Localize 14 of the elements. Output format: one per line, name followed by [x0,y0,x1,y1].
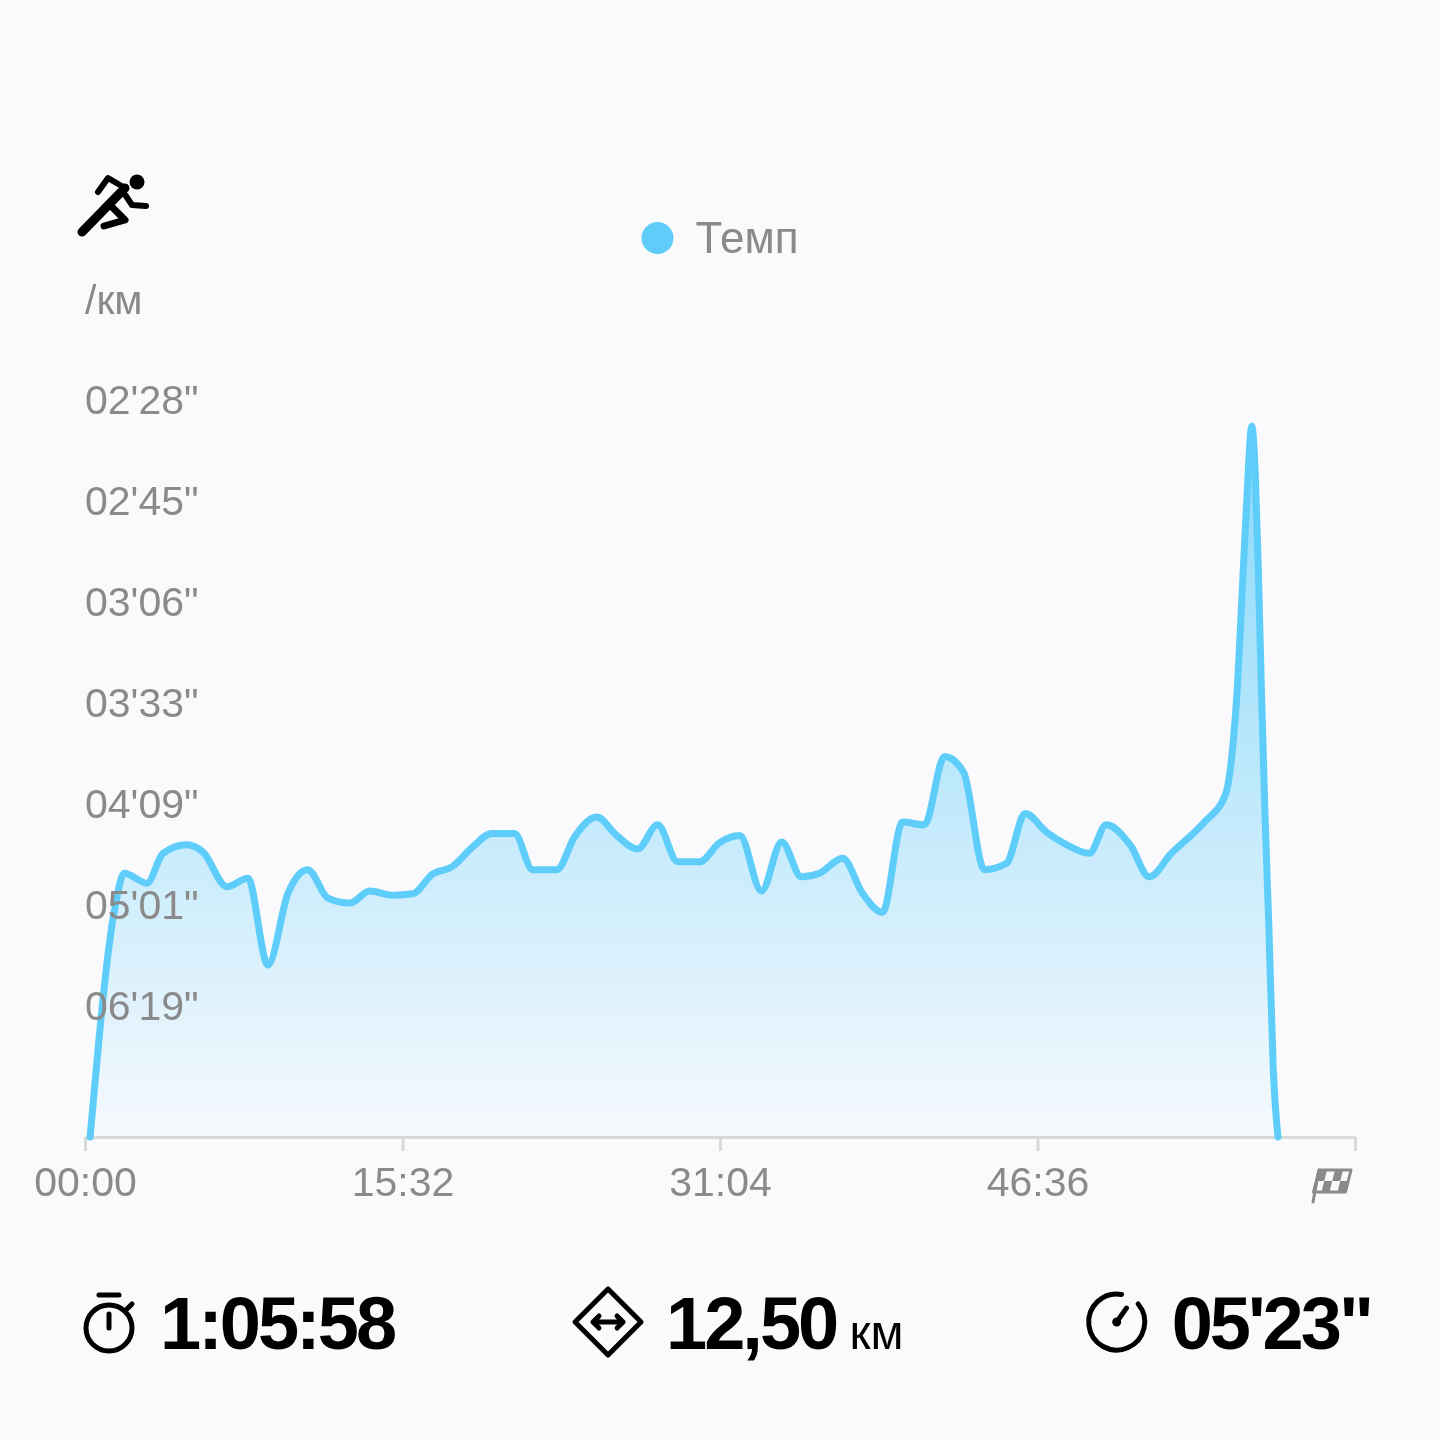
legend-label: Темп [695,213,799,263]
annotation: 04'09" [85,781,199,828]
text: 05'23" [1171,1282,1371,1365]
x-tick-label: 31:04 [669,1159,772,1206]
y-axis-title: /км [85,277,143,323]
x-tick-label: 15:32 [351,1159,455,1206]
text: 02'28" [85,377,199,424]
text: 12,50 км [666,1282,904,1365]
annotation: 02'45" [85,478,199,525]
x-tick-label: 46:36 [986,1159,1090,1206]
annotation: 03'06" [85,579,199,626]
x-tick-label: 00:00 [34,1159,137,1206]
annotation: 03'33" [85,680,199,727]
text: 1:05:58 [160,1282,395,1365]
